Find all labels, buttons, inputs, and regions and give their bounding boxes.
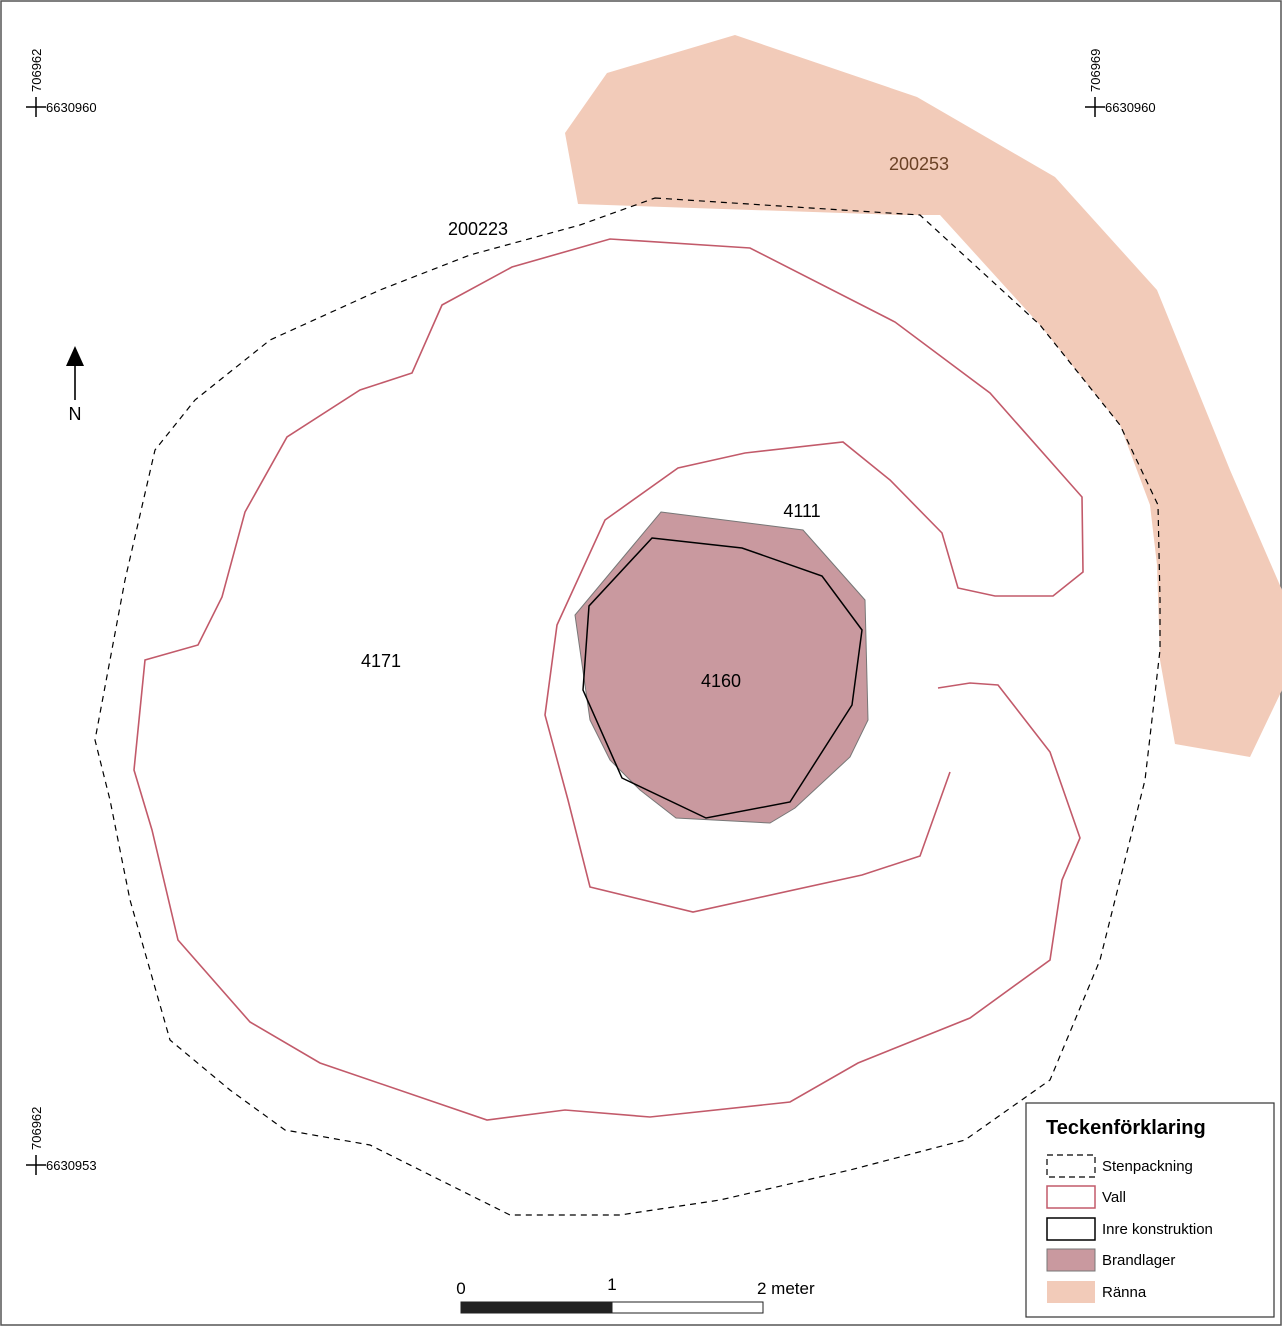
legend-title: Teckenförklaring [1046,1117,1206,1139]
coordinate-bottom-left-x: 706962 [29,1107,44,1150]
legend-item-brandlager: Brandlager [1046,1248,1175,1272]
brandlager-feature [574,511,869,824]
legend-item-ranna: Ränna [1047,1281,1147,1303]
coordinate-bottom-left-y: 6630953 [46,1158,97,1173]
coordinate-top-right: 706969 6630960 [1085,49,1156,117]
legend-item-label: Stenpackning [1102,1158,1193,1175]
ranna-feature [565,35,1282,757]
legend-item-label: Ränna [1102,1284,1147,1301]
coordinate-top-right-x: 706969 [1088,49,1103,92]
coordinate-top-left-x: 706962 [29,49,44,92]
legend-item-label: Brandlager [1102,1252,1175,1269]
north-arrow-label: N [69,404,82,424]
scale-tick-0: 0 [456,1279,465,1298]
north-arrow-icon [66,346,84,366]
legend-item-label: Inre konstruktion [1102,1221,1213,1238]
coordinate-bottom-left: 706962 6630953 [26,1107,97,1175]
coordinate-top-right-y: 6630960 [1105,100,1156,115]
legend: Teckenförklaring Stenpackning Vall Inre … [1025,1102,1275,1318]
stenpackning-label: 200223 [448,219,508,239]
inre-konstruktion-label: 4111 [783,501,820,521]
scale-tick-1: 1 [607,1275,616,1294]
legend-item-vall: Vall [1046,1185,1126,1209]
legend-item-inre-konstruktion: Inre konstruktion [1046,1217,1213,1241]
vall-outline [133,238,1084,1121]
coordinate-top-left-y: 6630960 [46,100,97,115]
vall-label: 4171 [361,651,401,671]
scale-tick-2: 2 meter [757,1279,815,1298]
legend-item-stenpackning: Stenpackning [1046,1154,1193,1178]
north-arrow: N [66,346,84,424]
scale-bar: 0 1 2 meter [456,1275,815,1314]
inre-konstruktion-outline [582,537,863,819]
legend-item-label: Vall [1102,1189,1126,1206]
brandlager-label: 4160 [701,671,741,691]
stenpackning-outline [94,197,1161,1216]
ranna-label: 200253 [889,154,949,174]
coordinate-top-left: 706962 6630960 [26,49,97,117]
